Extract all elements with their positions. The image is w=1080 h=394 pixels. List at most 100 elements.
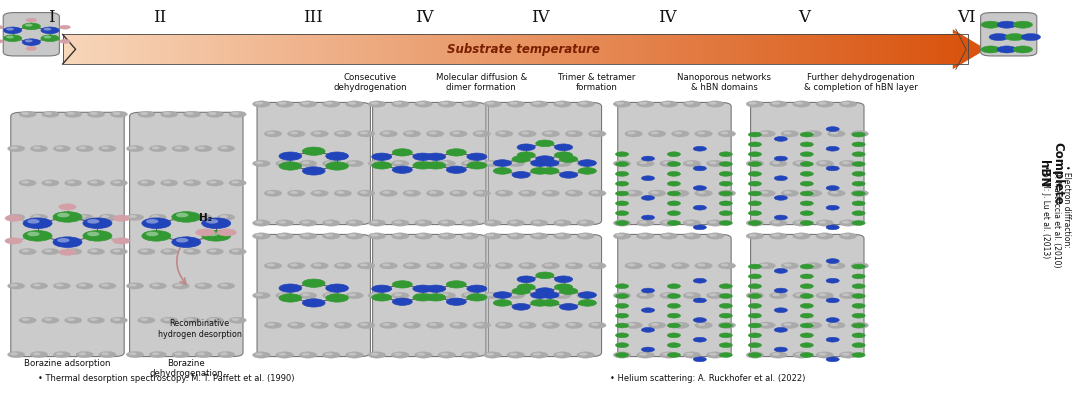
Circle shape: [536, 156, 554, 162]
Circle shape: [146, 219, 159, 224]
Bar: [511, 35, 514, 64]
Circle shape: [708, 293, 717, 296]
Circle shape: [184, 317, 201, 323]
Circle shape: [208, 112, 216, 115]
Circle shape: [253, 233, 270, 239]
Circle shape: [672, 262, 689, 269]
Bar: [530, 35, 534, 64]
Circle shape: [517, 152, 536, 158]
Circle shape: [83, 230, 112, 241]
Circle shape: [746, 160, 764, 167]
Circle shape: [337, 323, 345, 326]
Circle shape: [636, 220, 654, 226]
Circle shape: [579, 293, 588, 296]
Circle shape: [616, 353, 629, 357]
Circle shape: [161, 249, 178, 255]
Circle shape: [299, 233, 316, 239]
Bar: [353, 35, 357, 64]
Circle shape: [426, 162, 446, 169]
Bar: [211, 35, 214, 64]
Circle shape: [553, 220, 571, 226]
Circle shape: [667, 221, 680, 225]
Circle shape: [102, 147, 109, 149]
Circle shape: [146, 232, 159, 236]
Circle shape: [748, 201, 761, 206]
Circle shape: [394, 234, 402, 237]
Circle shape: [206, 249, 224, 255]
Circle shape: [613, 220, 631, 226]
Circle shape: [65, 249, 82, 255]
Bar: [658, 35, 661, 64]
Circle shape: [667, 333, 680, 338]
Circle shape: [530, 101, 548, 107]
FancyBboxPatch shape: [257, 102, 370, 225]
Circle shape: [19, 249, 37, 255]
Circle shape: [648, 322, 666, 329]
Circle shape: [532, 161, 541, 164]
Circle shape: [206, 219, 218, 224]
Circle shape: [65, 180, 82, 186]
Circle shape: [194, 214, 212, 220]
Bar: [595, 35, 598, 64]
Bar: [918, 35, 921, 64]
Circle shape: [275, 160, 294, 167]
Circle shape: [591, 191, 599, 194]
Bar: [342, 35, 346, 64]
Bar: [152, 35, 156, 64]
Circle shape: [129, 352, 137, 355]
Circle shape: [565, 190, 583, 197]
Circle shape: [800, 152, 813, 156]
Bar: [631, 35, 635, 64]
Circle shape: [360, 132, 368, 134]
Circle shape: [541, 160, 559, 166]
Circle shape: [625, 262, 643, 269]
Circle shape: [667, 152, 680, 156]
Circle shape: [510, 102, 517, 105]
Bar: [519, 35, 523, 64]
Circle shape: [67, 318, 75, 321]
Bar: [739, 35, 742, 64]
Bar: [107, 35, 111, 64]
Circle shape: [554, 276, 572, 282]
Circle shape: [19, 180, 37, 186]
Circle shape: [748, 333, 761, 338]
Circle shape: [112, 249, 121, 252]
Circle shape: [784, 132, 792, 134]
Circle shape: [616, 162, 629, 166]
Circle shape: [8, 351, 25, 358]
Circle shape: [406, 191, 414, 194]
Circle shape: [5, 215, 23, 221]
Circle shape: [851, 130, 868, 137]
Circle shape: [772, 221, 780, 224]
Circle shape: [346, 160, 363, 167]
Circle shape: [76, 283, 93, 289]
Circle shape: [406, 323, 414, 326]
Bar: [374, 35, 377, 64]
Circle shape: [616, 323, 629, 328]
Bar: [828, 35, 832, 64]
Circle shape: [437, 233, 456, 239]
Circle shape: [449, 130, 468, 137]
Circle shape: [417, 293, 426, 296]
Circle shape: [706, 233, 724, 239]
Bar: [463, 35, 467, 64]
Bar: [244, 35, 247, 64]
Bar: [356, 35, 360, 64]
Circle shape: [3, 35, 22, 41]
Bar: [273, 35, 276, 64]
Circle shape: [708, 234, 717, 237]
Circle shape: [163, 249, 171, 252]
Circle shape: [426, 153, 446, 160]
Circle shape: [126, 351, 144, 358]
Circle shape: [851, 190, 868, 197]
Circle shape: [357, 190, 375, 197]
Circle shape: [391, 101, 409, 107]
Circle shape: [706, 101, 724, 107]
Circle shape: [616, 161, 624, 164]
Bar: [914, 35, 917, 64]
Bar: [409, 35, 413, 64]
Circle shape: [616, 181, 629, 186]
Bar: [259, 35, 262, 64]
Bar: [336, 35, 339, 64]
Circle shape: [517, 284, 536, 290]
